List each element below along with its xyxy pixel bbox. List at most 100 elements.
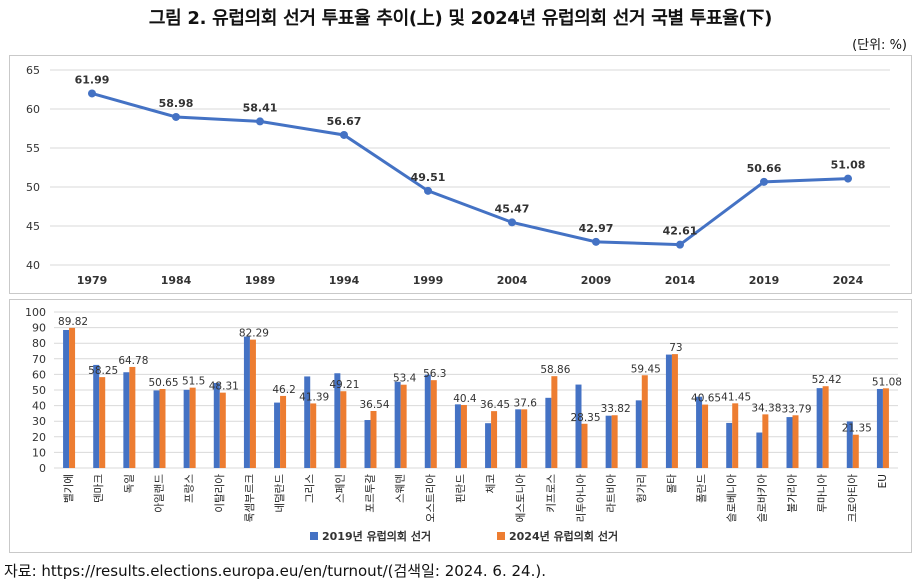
bar-2019 — [93, 364, 100, 468]
line-x-tick: 1979 — [77, 274, 108, 287]
bar-category-label: 에스토니아 — [515, 474, 527, 523]
line-y-tick: 55 — [26, 142, 40, 155]
bar-category-label: 스웨덴 — [395, 474, 407, 503]
bar-y-tick: 0 — [39, 462, 46, 475]
bar-2024 — [852, 434, 859, 468]
bar-category-label: 프랑스 — [184, 474, 196, 503]
bar-2024 — [189, 387, 196, 468]
turnout-point — [340, 130, 348, 139]
legend-swatch — [497, 532, 505, 540]
bar-2019 — [545, 397, 552, 468]
bar-2019 — [243, 336, 250, 468]
bar-data-label: 49.21 — [329, 379, 359, 391]
bar-2024 — [159, 388, 166, 468]
turnout-point — [844, 174, 852, 183]
line-x-tick: 1989 — [245, 274, 276, 287]
bar-y-tick: 100 — [25, 306, 46, 319]
bar-category-label: 포르투갈 — [364, 474, 377, 513]
bar-2024 — [99, 377, 106, 468]
bar-2024 — [882, 388, 889, 468]
bar-2019 — [123, 372, 130, 468]
bar-2019 — [605, 415, 612, 468]
turnout-data-label: 58.41 — [243, 101, 278, 114]
bar-2019 — [846, 421, 853, 468]
bar-y-tick: 40 — [32, 400, 46, 413]
bar-2019 — [515, 409, 522, 468]
bar-data-label: 56.3 — [423, 368, 446, 380]
bar-data-label: 34.38 — [751, 402, 781, 414]
bar-2024 — [219, 392, 226, 468]
bar-category-label: 덴마크 — [93, 474, 105, 503]
country-turnout-chart: 0 10 20 30 40 50 60 70 80 90 100 89.82 벨기에 58.25 덴마크 64… — [9, 299, 912, 553]
bar-2024 — [762, 414, 769, 468]
bar-2024 — [280, 395, 287, 468]
line-x-tick: 2019 — [749, 274, 780, 287]
turnout-data-label: 42.61 — [663, 225, 698, 238]
bar-2024 — [400, 384, 407, 468]
bar-2019 — [63, 329, 70, 468]
bar-2024 — [671, 354, 678, 468]
bar-2019 — [394, 381, 401, 468]
bar-2024 — [822, 386, 829, 468]
bar-2019 — [756, 432, 763, 468]
bar-2024 — [370, 410, 377, 468]
bar-y-tick: 80 — [32, 337, 46, 350]
bar-2024 — [69, 327, 76, 468]
bar-data-label: 50.65 — [148, 377, 178, 389]
unit-label: (단위: %) — [852, 38, 907, 53]
turnout-data-label: 50.66 — [747, 162, 782, 175]
bar-data-label: 89.82 — [58, 316, 88, 328]
bar-category-label: 독일 — [122, 474, 135, 493]
bar-y-tick: 90 — [32, 322, 46, 335]
bar-data-label: 64.78 — [118, 355, 148, 367]
bar-2019 — [213, 382, 220, 468]
bar-y-tick: 20 — [32, 431, 46, 444]
turnout-point — [256, 117, 264, 126]
source-note: 자료: https://results.elections.europa.eu/… — [4, 562, 546, 580]
bar-y-tick: 10 — [32, 446, 46, 459]
bar-category-label: 오스트리아 — [425, 474, 437, 523]
bar-data-label: 51.08 — [872, 376, 902, 388]
bar-data-label: 37.6 — [514, 397, 538, 409]
bar-y-tick: 50 — [32, 384, 46, 397]
turnout-data-label: 56.67 — [327, 115, 362, 128]
bar-data-label: 21.35 — [842, 423, 872, 435]
bar-category-label: 헝가리 — [636, 474, 648, 503]
bar-category-label: 그리스 — [304, 474, 316, 503]
bar-2019 — [424, 374, 431, 468]
bar-y-tick: 70 — [32, 353, 46, 366]
bar-2019 — [696, 396, 703, 468]
line-x-tick: 1999 — [413, 274, 444, 287]
bar-category-label: 크로아티아 — [847, 474, 859, 523]
turnout-point — [88, 89, 96, 98]
page-title: 그림 2. 유럽의회 선거 투표율 추이(上) 및 2024년 유럽의회 선거 … — [148, 8, 773, 29]
line-x-tick: 2024 — [833, 274, 864, 287]
bar-category-label: 루마니아 — [817, 474, 829, 513]
bar-2024 — [611, 415, 618, 468]
bar-2019 — [876, 388, 883, 468]
legend-swatch — [310, 532, 318, 540]
bar-2019 — [786, 417, 793, 468]
bar-data-label: 58.86 — [540, 364, 570, 376]
bar-2024 — [310, 403, 317, 468]
bar-2019 — [153, 390, 160, 468]
bar-category-label: 핀란드 — [455, 474, 467, 503]
bar-data-label: 53.4 — [393, 373, 417, 385]
turnout-trend-svg: 40 45 50 55 60 65 61.99 1979 58.98 1984 58.41 1989 5… — [26, 64, 890, 287]
bar-data-label: 41.45 — [721, 391, 751, 403]
bar-2019 — [485, 423, 492, 468]
turnout-point — [760, 177, 768, 186]
bar-2024 — [460, 404, 467, 468]
bar-data-label: 40.4 — [453, 393, 477, 405]
bar-2024 — [249, 339, 256, 468]
turnout-line — [91, 92, 849, 247]
bar-2019 — [726, 422, 733, 468]
line-x-tick: 1984 — [161, 274, 192, 287]
bar-2024 — [129, 366, 136, 468]
turnout-data-label: 42.97 — [579, 222, 614, 235]
country-turnout-svg: 0 10 20 30 40 50 60 70 80 90 100 89.82 벨기에 58.25 덴마크 64… — [25, 306, 902, 543]
bar-data-label: 59.45 — [631, 363, 661, 375]
bar-category-label: 벨기에 — [63, 474, 75, 503]
bar-2024 — [521, 409, 528, 468]
bar-data-label: 52.42 — [812, 374, 842, 386]
